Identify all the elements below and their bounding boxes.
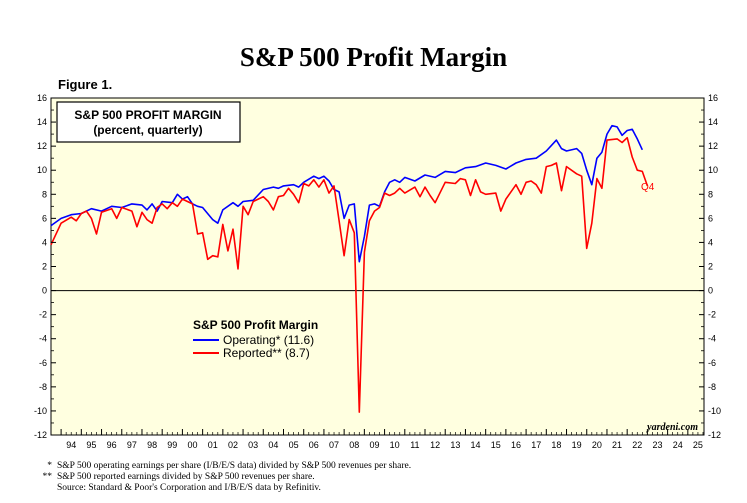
x-tick-label: 99: [167, 440, 177, 450]
y-tick-label-right: -10: [708, 406, 721, 416]
x-tick-label: 01: [208, 440, 218, 450]
x-tick-label: 21: [612, 440, 622, 450]
footnote-operating: * S&P 500 operating earnings per share (…: [35, 461, 411, 472]
x-tick-label: 17: [531, 440, 541, 450]
y-tick-label-left: 6: [42, 213, 47, 223]
credit-label: yardeni.com: [646, 422, 698, 433]
x-tick-label: 12: [430, 440, 440, 450]
y-tick-label-right: -2: [708, 310, 716, 320]
x-tick-label: 14: [471, 440, 481, 450]
y-tick-label-left: 0: [42, 286, 47, 296]
footnote-text: S&P 500 operating earnings per share (I/…: [57, 461, 412, 471]
x-tick-label: 94: [66, 440, 76, 450]
footnotes: * S&P 500 operating earnings per share (…: [35, 461, 412, 494]
y-tick-label-right: -6: [708, 358, 716, 368]
x-tick-label: 96: [107, 440, 117, 450]
x-tick-label: 07: [329, 440, 339, 450]
y-tick-label-left: -8: [39, 382, 47, 392]
y-tick-label-right: 0: [708, 286, 713, 296]
x-tick-label: 16: [511, 440, 521, 450]
y-tick-label-left: -2: [39, 310, 47, 320]
y-tick-label-left: 10: [37, 165, 47, 175]
legend-title: S&P 500 Profit Margin: [193, 318, 318, 332]
y-tick-label-left: 12: [37, 141, 47, 151]
y-tick-label-left: 2: [42, 262, 47, 272]
x-tick-label: 24: [673, 440, 683, 450]
y-tick-label-right: -12: [708, 430, 721, 440]
footnote-mark: *: [47, 461, 52, 471]
y-tick-label-left: -6: [39, 358, 47, 368]
x-tick-label: 02: [228, 440, 238, 450]
y-tick-label-right: 12: [708, 141, 718, 151]
title-box-line-2: (percent, quarterly): [93, 123, 202, 137]
y-tick-label-right: 14: [708, 117, 718, 127]
x-tick-label: 06: [309, 440, 319, 450]
x-tick-label: 98: [147, 440, 157, 450]
x-tick-label: 13: [450, 440, 460, 450]
x-tick-label: 03: [248, 440, 258, 450]
y-tick-label-left: -12: [34, 430, 47, 440]
x-tick-label: 00: [188, 440, 198, 450]
x-tick-label: 04: [268, 440, 278, 450]
x-tick-label: 20: [592, 440, 602, 450]
x-tick-label: 25: [693, 440, 703, 450]
x-tick-label: 08: [349, 440, 359, 450]
y-tick-label-left: -4: [39, 334, 47, 344]
y-tick-label-right: 4: [708, 237, 713, 247]
source-note: Source: Standard & Poor's Corporation an…: [57, 483, 321, 493]
figure-label: Figure 1.: [58, 77, 113, 92]
x-tick-label: 09: [369, 440, 379, 450]
x-tick-label: 23: [652, 440, 662, 450]
y-tick-label-left: 4: [42, 237, 47, 247]
y-tick-label-right: 6: [708, 213, 713, 223]
page-title: S&P 500 Profit Margin: [239, 42, 508, 72]
series-line-reported: [50, 136, 649, 413]
y-tick-label-right: 8: [708, 189, 713, 199]
q4-annotation: Q4: [641, 182, 655, 193]
y-tick-label-right: -4: [708, 334, 716, 344]
y-tick-label-right: 16: [708, 93, 718, 103]
x-tick-label: 19: [572, 440, 582, 450]
x-tick-label: 15: [491, 440, 501, 450]
x-tick-label: 18: [551, 440, 561, 450]
x-tick-label: 11: [410, 440, 419, 450]
title-box: S&P 500 PROFIT MARGIN (percent, quarterl…: [56, 101, 241, 143]
footnote-reported: ** S&P 500 reported earnings divided by …: [35, 472, 411, 483]
y-tick-label-right: -8: [708, 382, 716, 392]
y-tick-label-right: 10: [708, 165, 718, 175]
title-box-line-1: S&P 500 PROFIT MARGIN: [74, 108, 221, 122]
x-tick-label: 97: [127, 440, 137, 450]
legend: S&P 500 Profit Margin Operating* (11.6) …: [193, 318, 318, 360]
x-tick-label: 05: [289, 440, 299, 450]
x-tick-label: 10: [390, 440, 400, 450]
x-tick-label: 22: [632, 440, 642, 450]
y-tick-label-right: 2: [708, 262, 713, 272]
y-tick-label-left: 8: [42, 189, 47, 199]
y-tick-label-left: 14: [37, 117, 47, 127]
legend-label-operating: Operating* (11.6): [223, 333, 314, 347]
plot-area: [50, 97, 705, 436]
y-tick-label-left: 16: [37, 93, 47, 103]
footnote-mark: **: [42, 472, 53, 482]
y-tick-label-left: -10: [34, 406, 47, 416]
x-tick-label: 95: [86, 440, 96, 450]
legend-label-reported: Reported** (8.7): [223, 346, 310, 360]
footnote-text: S&P 500 reported earnings divided by S&P…: [57, 472, 315, 482]
